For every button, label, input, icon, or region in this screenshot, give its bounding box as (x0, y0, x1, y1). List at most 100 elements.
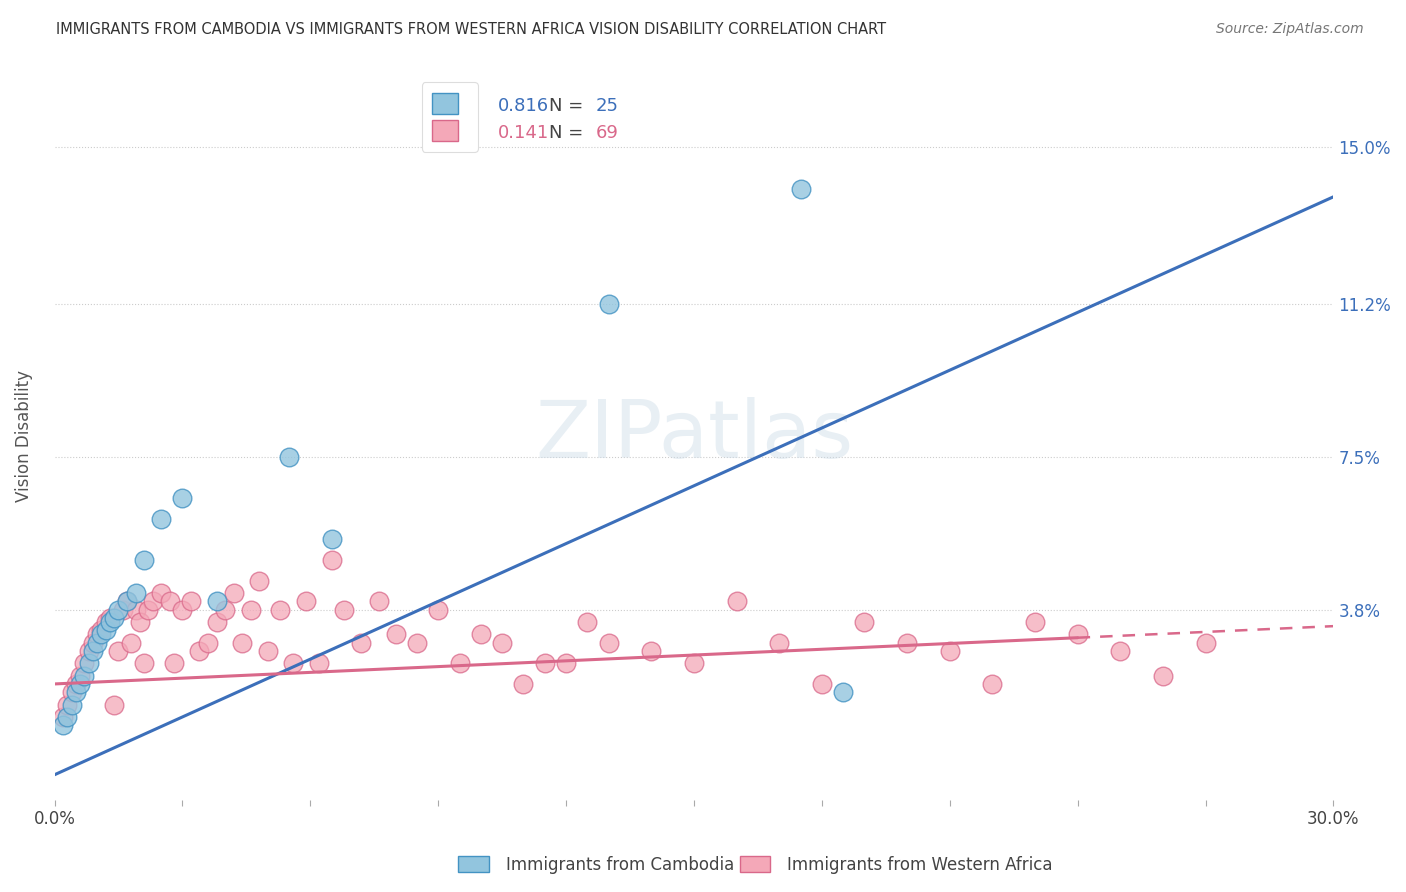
Point (90, 627, 112, 641)
Point (247, 574, 270, 588)
Point (172, 491, 194, 505)
Point (1152, 668, 1174, 682)
Point (1024, 615, 1046, 629)
Text: N =: N = (550, 97, 589, 115)
Point (52, 718, 75, 732)
Point (533, 657, 555, 671)
Point (683, 657, 706, 671)
Point (82, 635, 104, 649)
Text: IMMIGRANTS FROM CAMBODIA VS IMMIGRANTS FROM WESTERN AFRICA VISION DISABILITY COR: IMMIGRANTS FROM CAMBODIA VS IMMIGRANTS F… (56, 22, 886, 37)
Point (896, 635, 918, 649)
Point (115, 594, 138, 608)
Point (725, 594, 748, 608)
Point (52, 710, 75, 724)
Point (789, 181, 811, 195)
Point (295, 594, 318, 608)
Point (65, 685, 87, 699)
Point (214, 602, 236, 616)
Point (111, 602, 134, 616)
Text: N =: N = (550, 124, 589, 142)
Point (269, 602, 291, 616)
Point (981, 677, 1004, 691)
Text: Immigrants from Cambodia: Immigrants from Cambodia (506, 856, 734, 874)
Point (150, 512, 173, 526)
Text: R =: R = (444, 97, 484, 115)
Point (82, 644, 104, 658)
Point (576, 615, 599, 629)
Point (77, 657, 100, 671)
Point (350, 635, 373, 649)
Point (132, 657, 155, 671)
Point (384, 627, 406, 641)
Text: 0.816: 0.816 (498, 97, 550, 115)
Point (56, 698, 79, 712)
Point (69, 668, 91, 682)
Point (94, 615, 117, 629)
Point (1109, 644, 1132, 658)
Point (150, 586, 173, 600)
Point (598, 635, 620, 649)
Point (205, 594, 228, 608)
Point (136, 602, 159, 616)
Point (132, 553, 155, 567)
Text: ZIPatlas: ZIPatlas (534, 397, 853, 475)
Point (163, 657, 186, 671)
Point (1194, 635, 1216, 649)
Point (1066, 627, 1088, 641)
Text: Source: ZipAtlas.com: Source: ZipAtlas.com (1216, 22, 1364, 37)
Point (128, 615, 150, 629)
Point (65, 677, 87, 691)
Point (832, 685, 855, 699)
Point (449, 657, 471, 671)
Point (239, 602, 262, 616)
Point (60, 698, 83, 712)
Text: 69: 69 (596, 124, 619, 142)
Point (491, 635, 513, 649)
Point (120, 635, 142, 649)
Point (512, 677, 534, 691)
Point (103, 611, 125, 625)
Point (124, 586, 146, 600)
Point (853, 615, 876, 629)
Point (333, 602, 356, 616)
Point (142, 594, 165, 608)
Point (555, 657, 578, 671)
Point (367, 594, 389, 608)
Point (107, 644, 129, 658)
Point (197, 635, 219, 649)
Point (86, 627, 108, 641)
Point (73, 657, 96, 671)
Point (103, 698, 125, 712)
Point (73, 668, 96, 682)
Point (278, 450, 301, 464)
Point (470, 627, 492, 641)
Text: 0.141: 0.141 (498, 124, 550, 142)
Point (56, 710, 79, 724)
Point (115, 594, 138, 608)
Point (231, 635, 253, 649)
Point (180, 594, 202, 608)
Point (308, 657, 330, 671)
Text: 25: 25 (596, 97, 619, 115)
Point (283, 657, 305, 671)
Point (321, 553, 343, 567)
Point (427, 602, 450, 616)
Point (222, 586, 245, 600)
Point (98, 615, 121, 629)
Point (256, 644, 278, 658)
Legend: , : , (422, 82, 478, 152)
Point (172, 602, 194, 616)
Point (188, 644, 211, 658)
Point (90, 624, 112, 638)
Point (107, 602, 129, 616)
Y-axis label: Vision Disability: Vision Disability (15, 370, 32, 502)
Point (77, 644, 100, 658)
Point (321, 533, 343, 547)
Point (98, 611, 121, 625)
Point (811, 677, 834, 691)
Point (205, 615, 228, 629)
Point (405, 635, 427, 649)
Point (640, 644, 662, 658)
Text: Immigrants from Western Africa: Immigrants from Western Africa (787, 856, 1053, 874)
Point (94, 624, 117, 638)
